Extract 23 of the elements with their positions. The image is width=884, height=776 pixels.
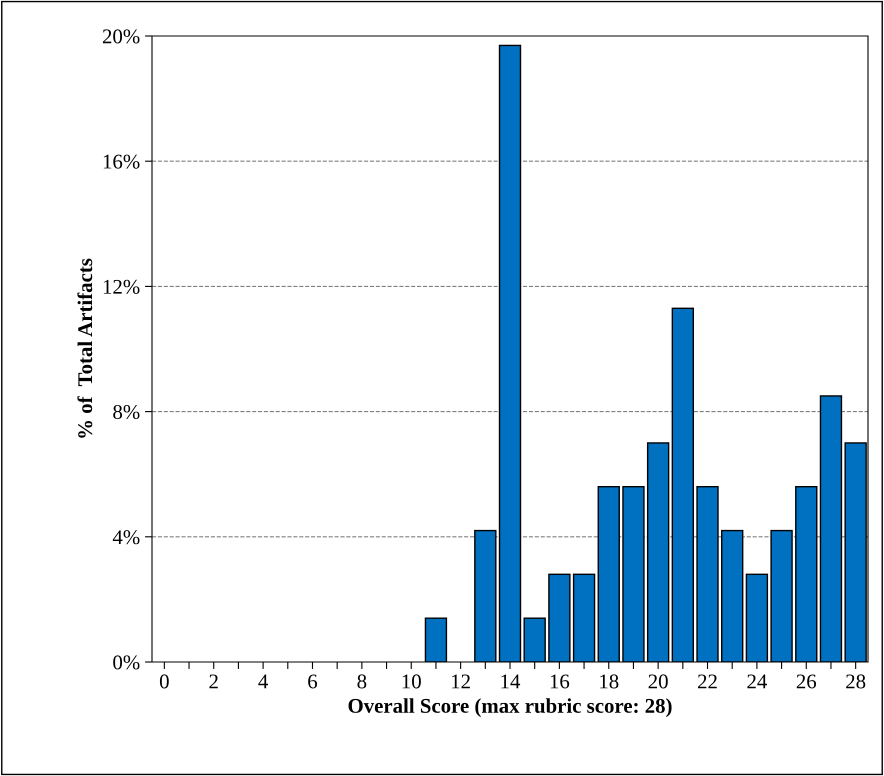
x-tick-label: 0: [160, 674, 169, 688]
x-tick-label: 22: [698, 674, 717, 688]
y-tick-label: 8%: [113, 404, 140, 420]
x-tick-label: 8: [357, 674, 366, 688]
x-tick-label: 14: [501, 674, 520, 688]
x-tick-label: 18: [600, 674, 618, 688]
x-tick-label: 26: [796, 674, 816, 688]
x-tick-label: 10: [402, 674, 421, 688]
x-tick-label: 2: [209, 674, 218, 688]
y-tick-label: 20%: [102, 29, 140, 44]
y-tick-label: 16%: [104, 154, 140, 169]
x-tick-label: 24: [747, 674, 767, 688]
x-axis-title: Overall Score (max rubric score: 28): [348, 698, 672, 718]
y-tick-label: 0%: [113, 655, 140, 670]
y-tick-label: 12%: [104, 280, 140, 294]
x-tick-label: 16: [550, 674, 570, 688]
x-tick-label: 20: [648, 674, 668, 688]
y-tick-label: 4%: [112, 530, 140, 544]
x-tick-label: 12: [452, 674, 470, 688]
y-axis-title: % of Total Artifacts: [77, 258, 92, 438]
x-tick-label: 4: [258, 674, 268, 688]
x-tick-label: 6: [308, 674, 318, 688]
x-tick-label: 28: [846, 674, 866, 688]
